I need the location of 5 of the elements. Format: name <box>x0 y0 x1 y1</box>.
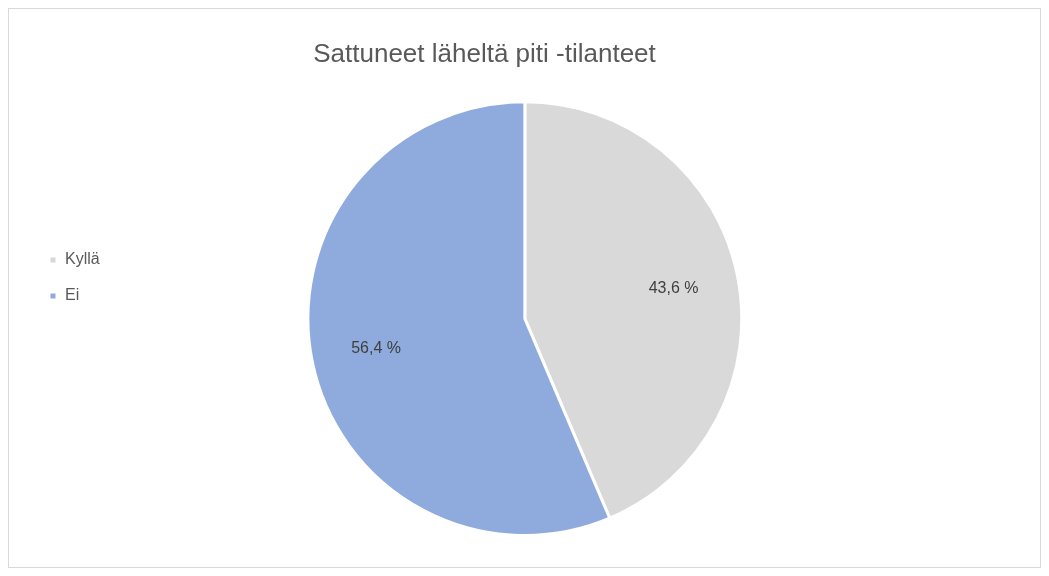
data-label: 56,4 % <box>351 339 401 357</box>
legend-label: Ei <box>65 286 80 304</box>
data-label: 43,6 % <box>648 278 699 296</box>
chart-title: Sattuneet läheltä piti -tilanteet <box>313 37 657 68</box>
legend-label: Kyllä <box>65 250 100 268</box>
